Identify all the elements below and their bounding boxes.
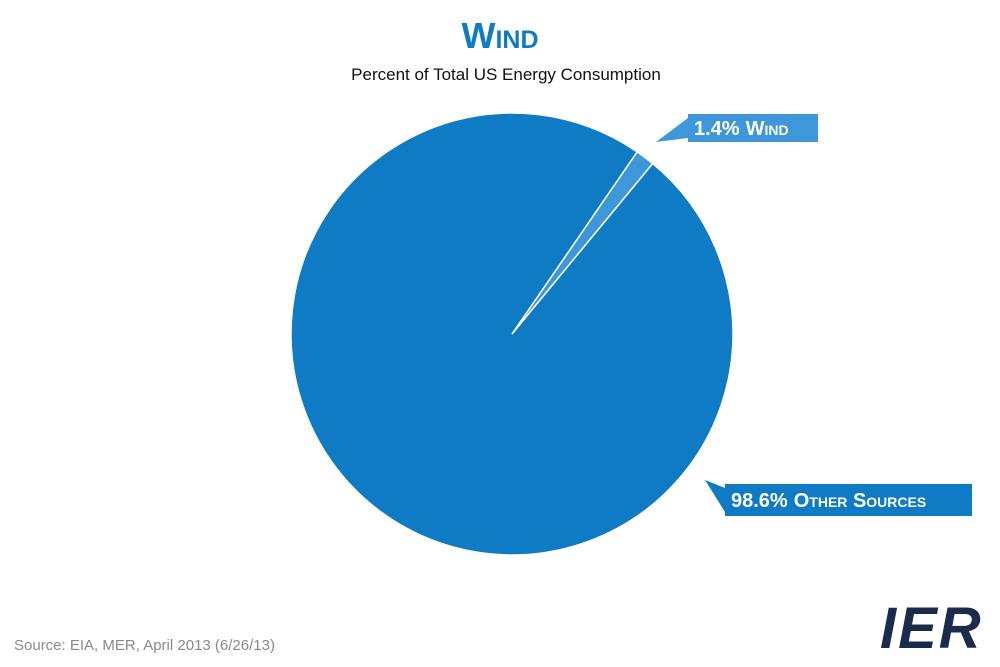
label-box [725, 484, 972, 516]
label-pointer [656, 118, 688, 142]
slice-category: Wind [746, 118, 789, 140]
slice-label: 98.6% Other Sources [731, 490, 926, 512]
logo: IER [880, 596, 983, 661]
chart-subtitle: Percent of Total US Energy Consumption [351, 65, 661, 84]
chart-title: Wind [461, 15, 538, 56]
label-pointer [705, 480, 725, 512]
slice-category: Other Sources [794, 490, 926, 512]
label-box [688, 114, 818, 142]
source: Source: EIA, MER, April 2013 (6/26/13) [14, 637, 275, 654]
slice-value-label: 1.4% [694, 118, 740, 140]
slice-label: 1.4% Wind [694, 118, 789, 140]
labels: 1.4% Wind 98.6% Other Sources [656, 114, 972, 516]
logo-text: IER [880, 596, 983, 661]
pie-slice [290, 112, 734, 556]
pie [290, 112, 734, 556]
slice-value-label: 98.6% [731, 490, 788, 512]
